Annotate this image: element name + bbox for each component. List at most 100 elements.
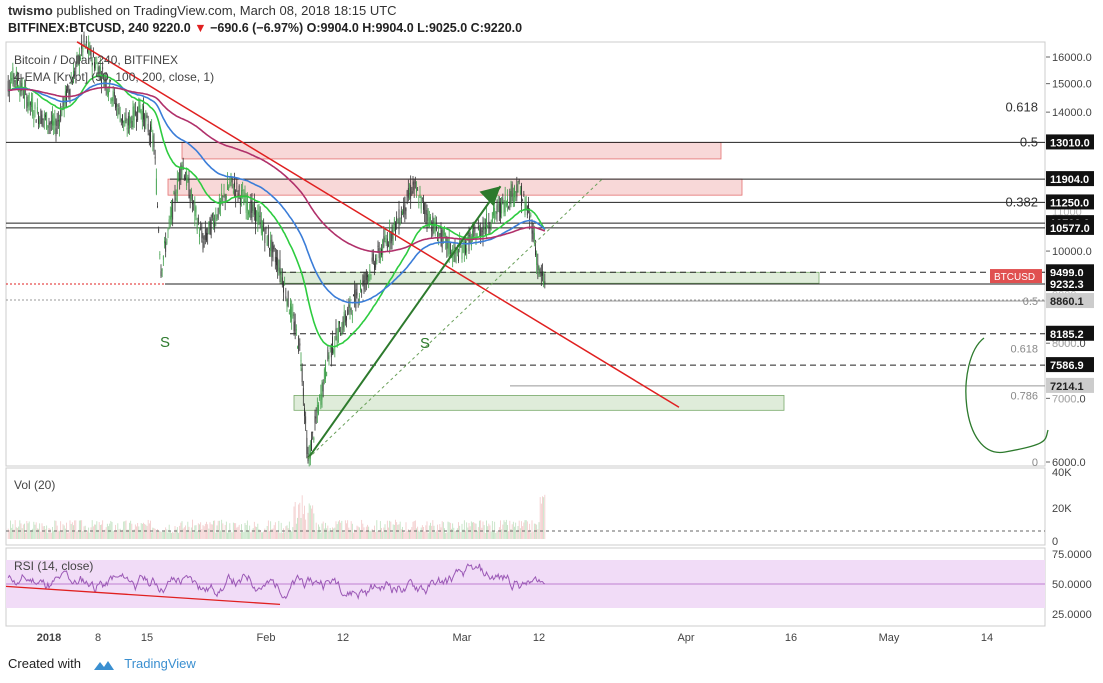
candle-body [332, 336, 333, 354]
candle-body [147, 123, 149, 132]
handdrawn-curve [965, 337, 1049, 453]
x-tick-label: 8 [95, 632, 101, 644]
candle-body [35, 119, 37, 123]
volume-bar [389, 520, 391, 539]
volume-bar [502, 524, 504, 539]
volume-bar [530, 532, 532, 539]
candle-body [399, 222, 401, 224]
x-tick-label: May [879, 632, 900, 644]
volume-bar [427, 532, 429, 539]
volume-bar [284, 532, 286, 539]
volume-bar [74, 520, 76, 539]
volume-bar [171, 532, 172, 539]
candle-body [494, 208, 496, 219]
candle-body [134, 110, 136, 116]
candle-body [344, 313, 346, 323]
fib-right-label-1: 0.618 [1010, 343, 1038, 355]
volume-bar [426, 521, 428, 539]
candle-body [203, 236, 205, 240]
volume-bar [221, 519, 223, 539]
volume-bar [165, 527, 167, 539]
volume-bar [507, 524, 508, 539]
volume-bar [519, 528, 521, 539]
candle-body [542, 271, 543, 276]
candle-body [94, 62, 95, 69]
volume-bar [276, 531, 277, 539]
volume-bar [356, 525, 358, 539]
candle-body [182, 165, 184, 167]
volume-bar [227, 532, 228, 539]
candle-body [144, 114, 146, 129]
parallel-channel-line [307, 178, 603, 459]
candle-body [370, 274, 372, 276]
author-name[interactable]: twismo [8, 3, 53, 18]
candle-body [217, 207, 219, 218]
volume-bar [210, 524, 212, 539]
volume-bar [384, 524, 386, 539]
candle-body [292, 313, 294, 317]
candle-body [294, 320, 296, 334]
volume-bar [255, 526, 256, 539]
volume-bar [343, 532, 345, 539]
volume-bar [203, 526, 205, 539]
candle-body [291, 306, 293, 322]
volume-bar [446, 532, 448, 539]
volume-bar [403, 530, 405, 539]
candle-body [229, 182, 231, 186]
candle-body [346, 316, 347, 321]
candle-body [12, 67, 14, 85]
tradingview-link[interactable]: TradingView [124, 656, 196, 671]
volume-bar [230, 532, 232, 539]
candle-body [71, 80, 73, 85]
candle-body [231, 177, 233, 183]
volume-bar [236, 527, 238, 539]
y-tick-label-faint: 7000 [1052, 393, 1076, 405]
volume-bar [117, 523, 119, 539]
candle-body [342, 321, 344, 331]
volume-bar [62, 524, 64, 539]
x-tick-label: 15 [141, 632, 153, 644]
rsi-tick: 25.0000 [1052, 609, 1092, 621]
candle-body [196, 223, 198, 231]
candle-body [326, 372, 328, 377]
candle-body [472, 230, 473, 239]
volume-bar [522, 526, 524, 539]
volume-bar [8, 530, 10, 539]
candle-body [395, 222, 396, 234]
candle-body [87, 47, 88, 53]
volume-bar [330, 531, 332, 539]
candle-body [430, 216, 431, 221]
candle-body [224, 194, 226, 202]
arrowhead-icon [479, 186, 501, 207]
candle-body [166, 238, 168, 244]
volume-bar [206, 521, 207, 539]
candle-body [525, 204, 527, 211]
volume-bar [55, 520, 57, 539]
candle-body [441, 230, 443, 248]
candle-body [517, 190, 519, 192]
candle-body [256, 211, 258, 222]
volume-bar [460, 532, 462, 539]
volume-bar [249, 525, 251, 539]
candle-body [189, 195, 191, 202]
candle-body [426, 213, 428, 223]
candle-body [45, 115, 46, 117]
volume-bar [64, 528, 66, 539]
candle-body [81, 42, 83, 49]
volume-bar [145, 524, 147, 539]
candle-body [402, 211, 403, 215]
candle-body [104, 75, 106, 81]
ema-50-line [8, 74, 546, 348]
candle-body [209, 218, 211, 235]
volume-bar [25, 532, 27, 539]
candle-body [418, 204, 420, 206]
volume-bar [540, 503, 542, 539]
volume-bar [97, 529, 99, 539]
candle-body [201, 231, 203, 239]
volume-bar [301, 495, 303, 539]
volume-bar [539, 497, 541, 539]
volume-bar [503, 520, 505, 539]
tradingview-logo-icon [93, 660, 114, 670]
created-with: Created with [8, 656, 81, 671]
